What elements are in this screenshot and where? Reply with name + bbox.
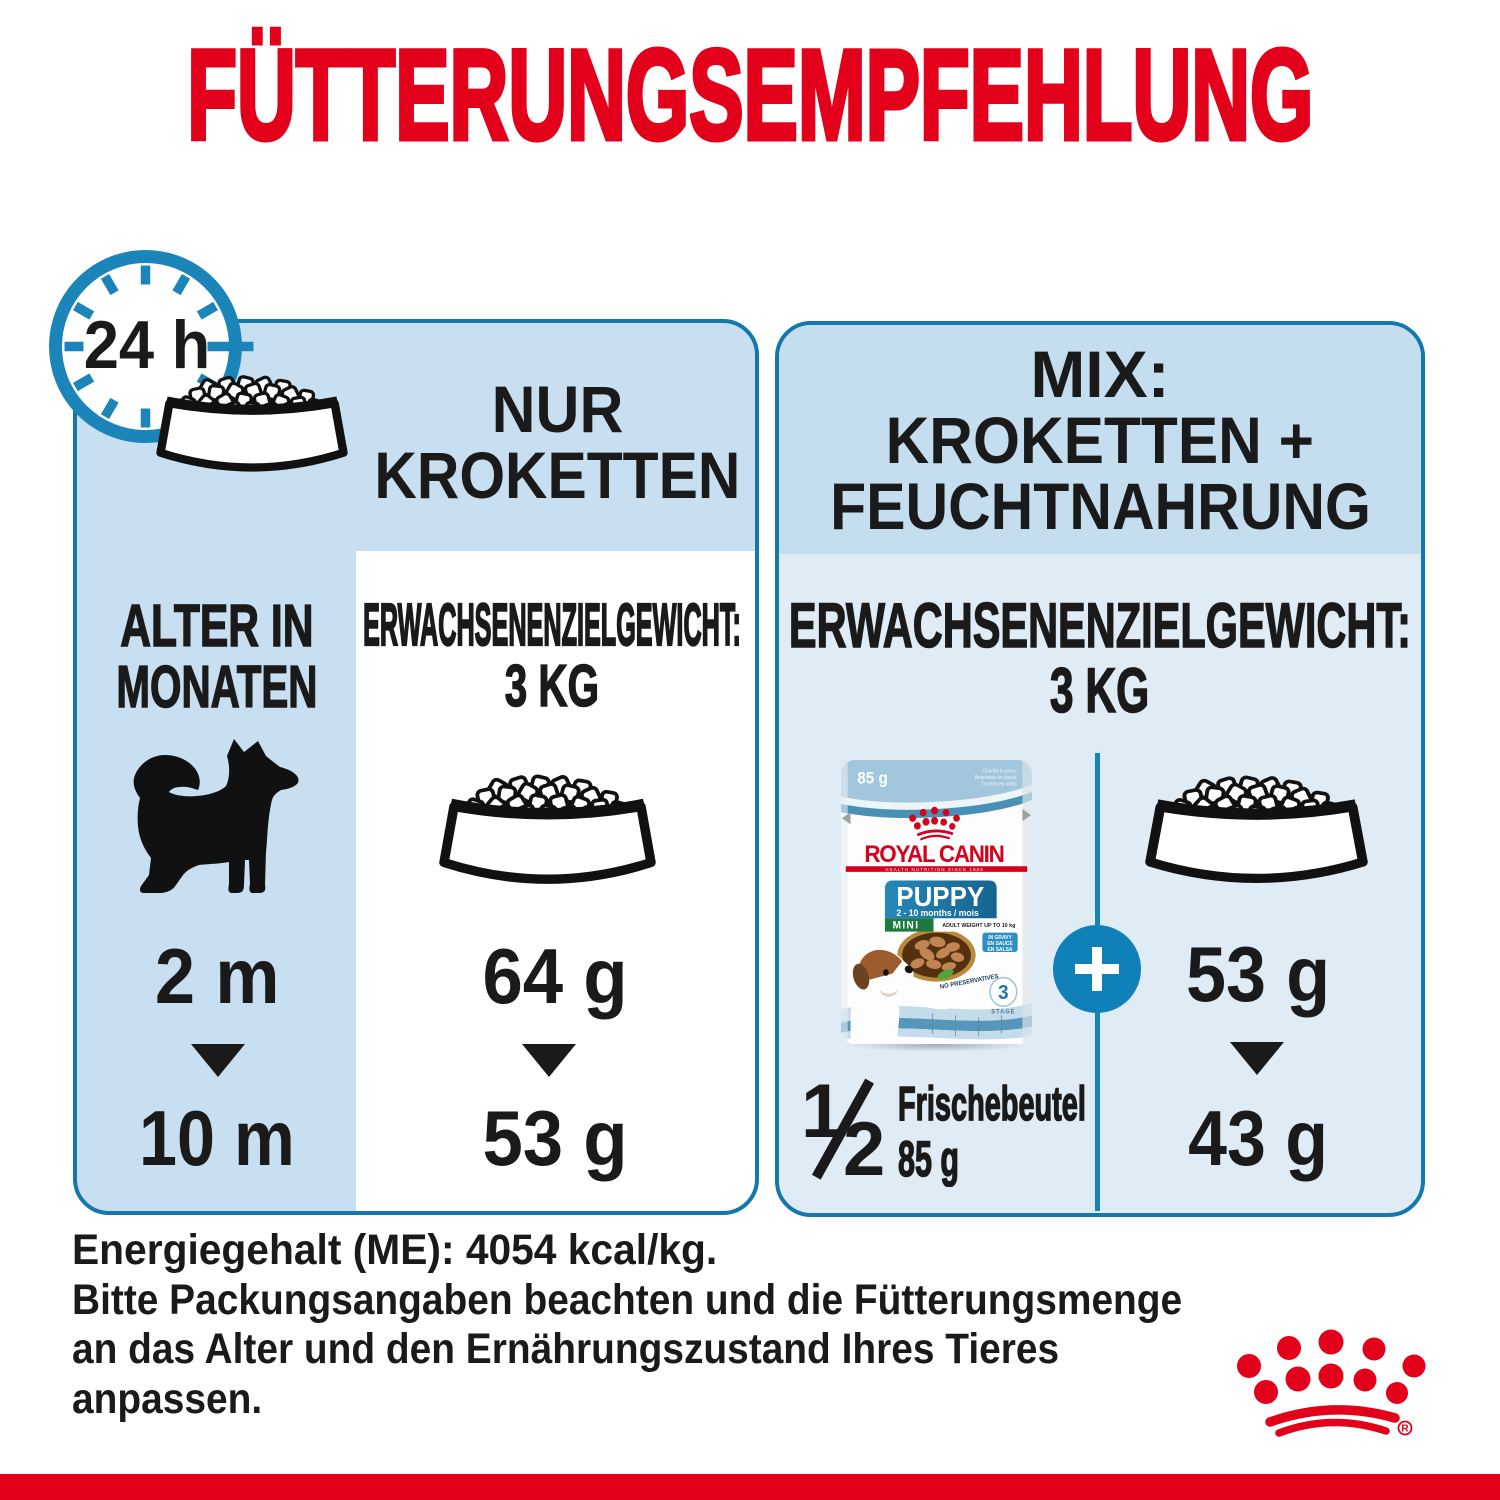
svg-text:Trocitos en salsa: Trocitos en salsa [981,781,1017,787]
svg-text:85 g: 85 g [857,770,888,788]
svg-text:EN SAUCE: EN SAUCE [987,941,1013,947]
svg-text:HEALTH NUTRITION SINCE 1968: HEALTH NUTRITION SINCE 1968 [885,867,983,872]
svg-text:IN GRAVY: IN GRAVY [988,935,1012,941]
svg-text:STAGE: STAGE [991,1009,1015,1015]
svg-text:ADULT WEIGHT UP TO 10 kg: ADULT WEIGHT UP TO 10 kg [942,923,1015,929]
svg-text:EN SALSA: EN SALSA [987,947,1012,953]
svg-text:2 - 10 months / mois: 2 - 10 months / mois [896,908,978,918]
svg-text:R: R [1401,1424,1409,1435]
svg-text:PUPPY: PUPPY [896,881,984,912]
svg-text:Bouchées en sauce: Bouchées en sauce [975,775,1017,781]
svg-text:Chunks in gravy: Chunks in gravy [983,768,1018,774]
svg-text:MINI: MINI [893,920,920,931]
svg-text:ROYAL CANIN: ROYAL CANIN [864,840,1004,867]
svg-text:3: 3 [998,981,1009,1004]
